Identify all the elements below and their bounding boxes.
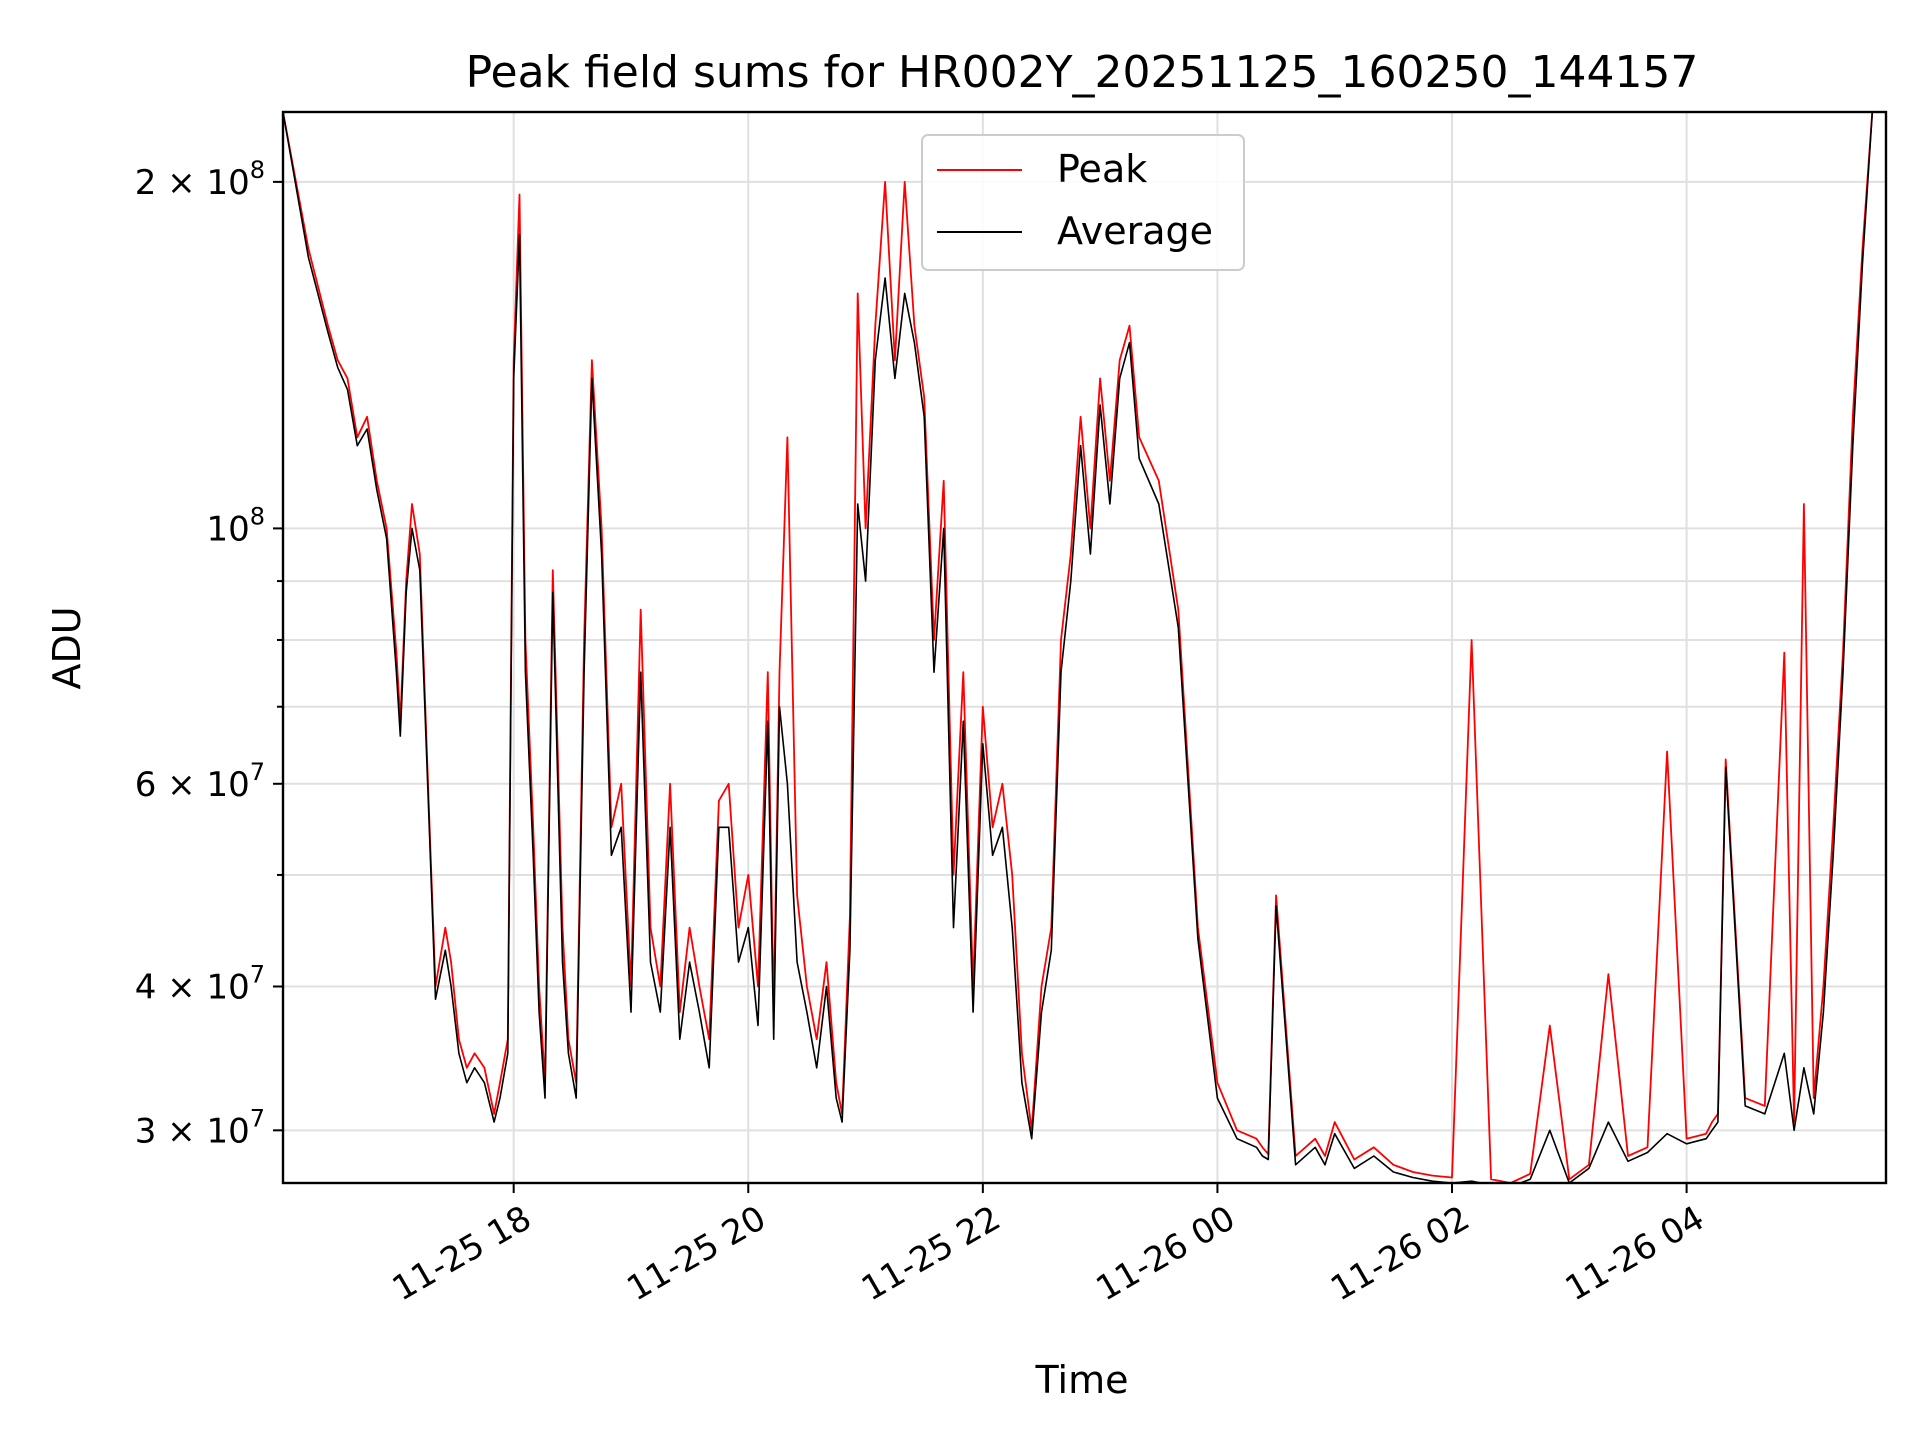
y-tick-label: 3 × 107 (135, 1104, 265, 1151)
x-axis: 11-25 18 11-25 20 11-25 22 11-26 00 11-26 02… (386, 1183, 1711, 1309)
series-line-peak (283, 112, 1874, 1183)
y-axis-label: ADU (45, 606, 89, 689)
grid (283, 112, 1886, 1183)
plot-frame (281, 110, 1888, 1185)
y-tick-label: 4 × 107 (135, 961, 265, 1008)
series-line-average (283, 112, 1874, 1183)
legend-frame (921, 134, 1245, 271)
y-tick-label: 2 × 108 (135, 156, 265, 203)
legend: Peak Average (921, 134, 1245, 271)
y-axis: 3 × 107 4 × 107 6 × 107 108 2 × 108 (135, 156, 283, 1151)
y-tick-label: 6 × 107 (135, 758, 265, 805)
legend-label-average: Average (1057, 209, 1213, 253)
x-tick-label: 11-26 04 (1559, 1198, 1711, 1309)
x-tick-label: 11-26 02 (1324, 1198, 1476, 1309)
x-tick-label: 11-25 18 (386, 1198, 538, 1309)
y-tick-label: 108 (206, 502, 265, 549)
chart-title: Peak field sums for HR002Y_20251125_1602… (466, 47, 1699, 98)
x-tick-label: 11-26 00 (1090, 1198, 1242, 1309)
x-tick-label: 11-25 20 (620, 1198, 772, 1309)
series-layer (283, 112, 1874, 1183)
x-axis-label: Time (1035, 1358, 1129, 1402)
legend-label-peak: Peak (1057, 147, 1147, 191)
x-tick-label: 11-25 22 (855, 1198, 1007, 1309)
